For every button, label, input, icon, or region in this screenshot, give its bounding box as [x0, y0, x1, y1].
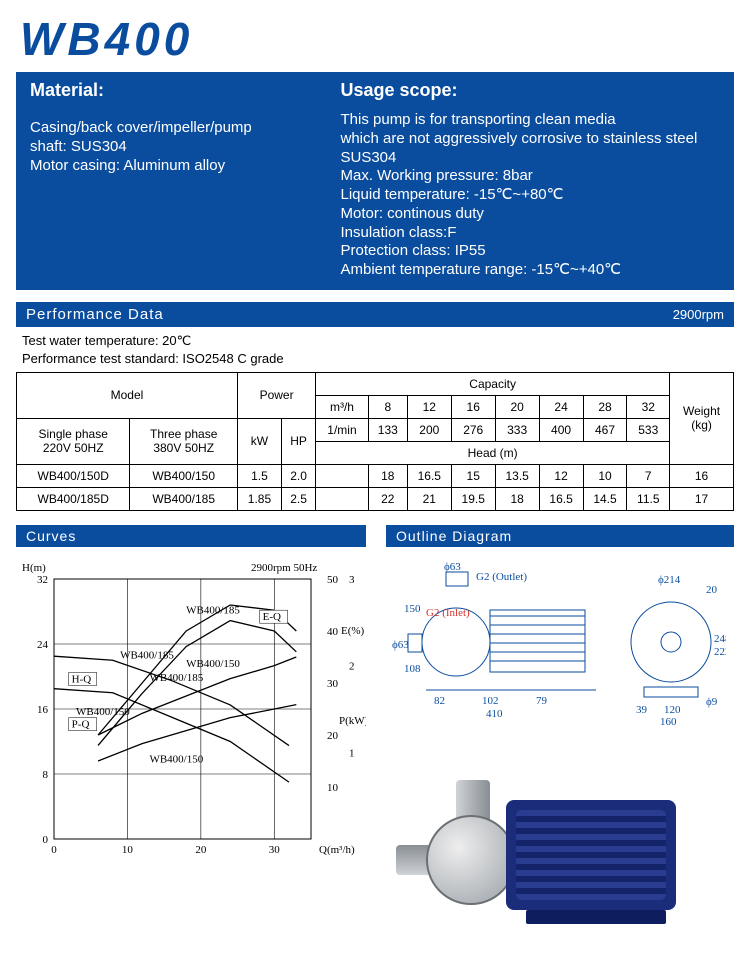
svg-text:H(m): H(m): [22, 562, 46, 574]
outline-bar: Outline Diagram: [386, 525, 734, 547]
svg-text:ϕ63: ϕ63: [392, 639, 409, 651]
svg-text:102: 102: [482, 695, 499, 707]
svg-text:82: 82: [434, 695, 445, 707]
svg-text:20: 20: [327, 730, 339, 742]
svg-text:WB400/185: WB400/185: [149, 672, 203, 684]
svg-text:2: 2: [349, 660, 355, 672]
svg-text:3: 3: [349, 574, 355, 586]
material-line: Casing/back cover/impeller/pump: [30, 119, 331, 138]
outline-diagram: ϕ63 G2 (Outlet) G2 (Inlet) ϕ63 150 108 82 102 79…: [386, 557, 734, 742]
material-line: Motor casing: Aluminum alloy: [30, 157, 331, 176]
svg-text:8: 8: [43, 769, 49, 781]
svg-text:30: 30: [269, 844, 281, 856]
usage-line: Motor: continous duty: [341, 205, 711, 224]
usage-line: Protection class: IP55: [341, 242, 711, 261]
usage-line: which are not aggressively corrosive to …: [341, 130, 711, 168]
svg-text:Q(m³/h): Q(m³/h): [319, 844, 355, 856]
svg-text:79: 79: [536, 695, 548, 707]
svg-text:410: 410: [486, 708, 503, 720]
svg-text:10: 10: [327, 782, 339, 794]
curves-bar: Curves: [16, 525, 366, 547]
usage-line: This pump is for transporting clean medi…: [341, 111, 711, 130]
spec-box: Material: Casing/back cover/impeller/pum…: [16, 72, 734, 290]
svg-text:0: 0: [51, 844, 57, 856]
svg-text:40: 40: [327, 626, 339, 638]
svg-text:ϕ63: ϕ63: [444, 561, 461, 573]
svg-text:222(三相): 222(三相): [714, 645, 726, 658]
svg-text:G2 (Inlet): G2 (Inlet): [426, 607, 470, 619]
svg-text:ϕ214: ϕ214: [658, 574, 681, 586]
svg-text:160: 160: [660, 716, 677, 728]
test-note: Performance test standard: ISO2548 C gra…: [22, 351, 734, 366]
performance-bar: Performance Data 2900rpm: [16, 302, 734, 327]
svg-text:150: 150: [404, 603, 421, 615]
svg-text:108: 108: [404, 663, 421, 675]
svg-text:1: 1: [349, 747, 355, 759]
performance-label: Performance Data: [26, 306, 164, 323]
usage-line: Ambient temperature range: -15℃~+40℃: [341, 261, 711, 280]
svg-text:P-Q: P-Q: [72, 718, 90, 730]
svg-text:P(kW): P(kW): [339, 715, 366, 727]
svg-text:ϕ9: ϕ9: [706, 696, 718, 708]
svg-text:E(%): E(%): [341, 625, 365, 637]
svg-text:H-Q: H-Q: [72, 673, 92, 685]
svg-text:248 (单相): 248 (单相): [714, 632, 726, 645]
svg-text:WB400/185: WB400/185: [120, 649, 174, 661]
usage-line: Insulation class:F: [341, 224, 711, 243]
curves-chart: 0 10 20 30 0 8 16 24 32 E(%) 10 20 30 40 50 P(kW) 1 2 3 H(m…: [16, 557, 366, 872]
svg-text:24: 24: [37, 639, 49, 651]
svg-text:2900rpm 50Hz: 2900rpm 50Hz: [251, 562, 317, 574]
svg-text:30: 30: [327, 678, 339, 690]
test-note: Test water temperature: 20℃: [22, 333, 734, 349]
usage-line: Liquid temperature: -15℃~+80℃: [341, 186, 711, 205]
svg-text:WB400/150: WB400/150: [186, 658, 240, 670]
svg-text:20: 20: [195, 844, 207, 856]
material-line: shaft: SUS304: [30, 138, 331, 157]
svg-text:10: 10: [122, 844, 134, 856]
usage-line: Max. Working pressure: 8bar: [341, 167, 711, 186]
svg-text:50: 50: [327, 574, 339, 586]
svg-text:0: 0: [43, 834, 49, 846]
svg-text:WB400/185: WB400/185: [186, 604, 240, 616]
svg-text:120: 120: [664, 704, 681, 716]
performance-rpm: 2900rpm: [673, 307, 724, 322]
svg-text:39: 39: [636, 704, 648, 716]
svg-text:WB400/150: WB400/150: [76, 706, 130, 718]
svg-text:20: 20: [706, 584, 718, 596]
material-header: Material:: [30, 80, 331, 101]
svg-text:E-Q: E-Q: [263, 611, 281, 623]
svg-text:WB400/150: WB400/150: [149, 753, 203, 765]
svg-text:32: 32: [37, 574, 48, 586]
pump-photo: [386, 760, 716, 950]
svg-text:16: 16: [37, 704, 49, 716]
svg-text:G2 (Outlet): G2 (Outlet): [476, 571, 527, 583]
performance-table: ModelPowerCapacityWeight(kg)m³/h81216202…: [16, 372, 734, 511]
product-title: WB400: [20, 12, 734, 66]
usage-header: Usage scope:: [341, 80, 711, 101]
